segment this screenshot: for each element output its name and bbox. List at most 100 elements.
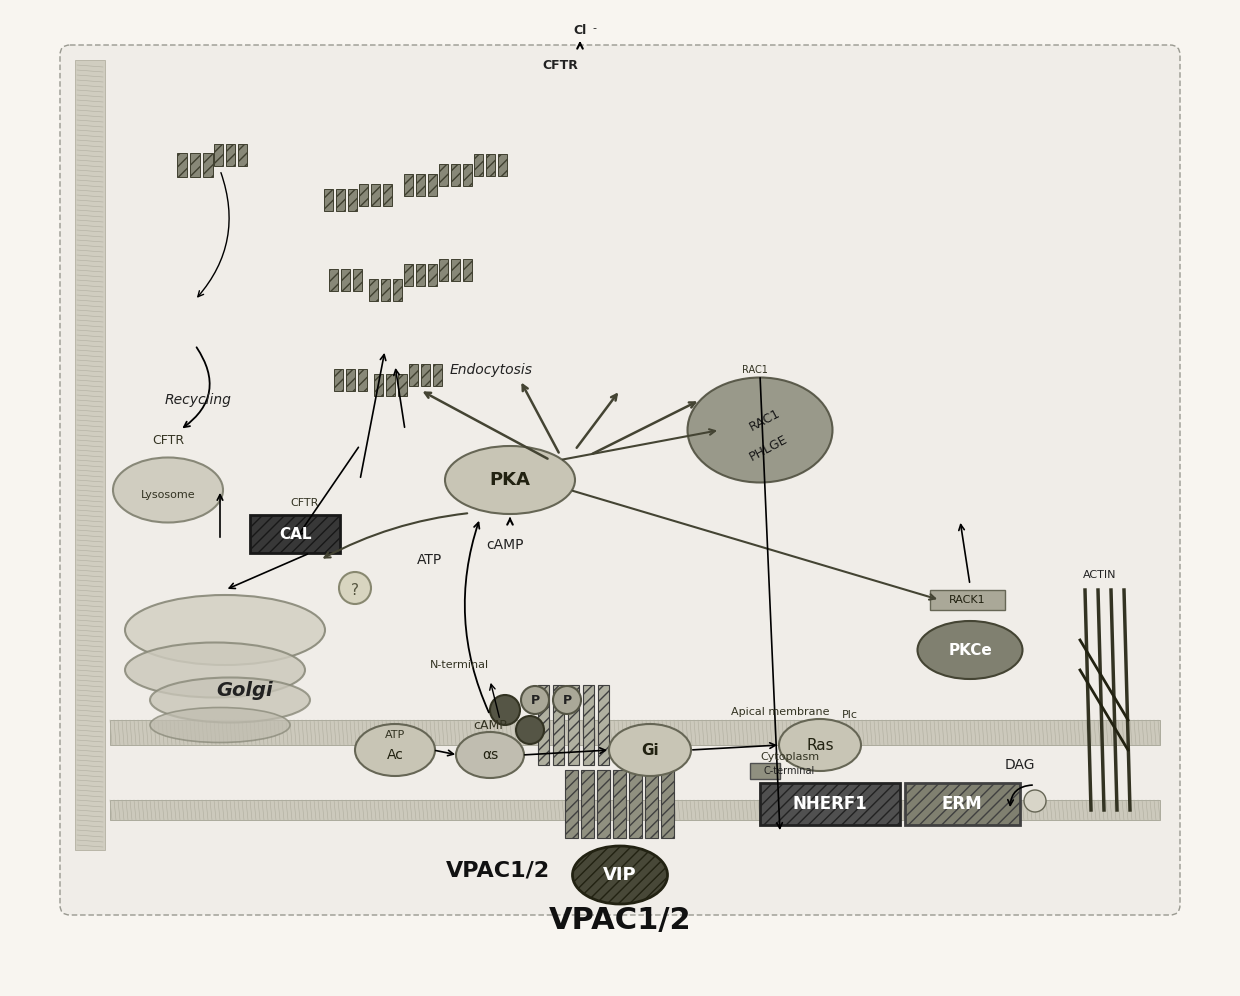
Bar <box>538 685 549 765</box>
Bar <box>596 770 610 838</box>
Text: CFTR: CFTR <box>542 59 578 72</box>
Text: RACK1: RACK1 <box>949 595 986 605</box>
Bar <box>598 685 609 765</box>
Bar <box>553 685 564 765</box>
Bar <box>203 153 213 177</box>
Bar <box>398 374 407 396</box>
Bar <box>110 800 1159 820</box>
Bar <box>433 364 441 386</box>
Text: CFTR: CFTR <box>153 433 184 446</box>
Bar <box>403 174 413 196</box>
Bar <box>110 720 1159 745</box>
Bar <box>750 763 780 779</box>
Text: N-terminal: N-terminal <box>430 660 489 670</box>
Bar <box>428 174 436 196</box>
Text: VPAC1/2: VPAC1/2 <box>446 860 551 880</box>
Bar <box>382 184 392 206</box>
Text: Cl: Cl <box>573 24 587 37</box>
Bar <box>250 515 340 553</box>
Text: C-terminal: C-terminal <box>764 766 815 776</box>
Ellipse shape <box>150 677 310 722</box>
Bar <box>439 164 448 186</box>
Ellipse shape <box>490 695 520 725</box>
Bar <box>629 770 642 838</box>
Bar <box>463 164 471 186</box>
Text: ATP: ATP <box>418 553 443 567</box>
Text: Recycling: Recycling <box>165 393 232 407</box>
Bar <box>760 783 900 825</box>
Bar <box>415 174 424 196</box>
Bar <box>324 189 332 211</box>
Text: PKCe: PKCe <box>949 642 992 657</box>
Text: Plc: Plc <box>842 710 858 720</box>
Text: PHLGE: PHLGE <box>746 432 790 463</box>
Ellipse shape <box>779 719 861 771</box>
Text: -: - <box>591 23 596 33</box>
Ellipse shape <box>125 595 325 665</box>
Text: αs: αs <box>482 748 498 762</box>
Text: Gi: Gi <box>641 742 658 758</box>
Bar <box>408 364 418 386</box>
Ellipse shape <box>918 621 1023 679</box>
Text: ATP: ATP <box>384 730 405 740</box>
Text: VIP: VIP <box>603 866 637 884</box>
Bar <box>474 154 482 176</box>
Bar <box>613 770 626 838</box>
Text: RAC1: RAC1 <box>742 365 768 375</box>
Text: P: P <box>563 693 572 706</box>
Ellipse shape <box>609 724 691 776</box>
Bar <box>439 259 448 281</box>
Ellipse shape <box>150 707 290 742</box>
Text: Ras: Ras <box>806 737 833 753</box>
Text: NHERF1: NHERF1 <box>792 795 867 813</box>
Bar <box>497 154 506 176</box>
Bar <box>661 770 675 838</box>
Text: PKA: PKA <box>490 471 531 489</box>
Bar <box>381 279 389 301</box>
Bar <box>358 184 367 206</box>
Bar <box>74 60 105 850</box>
Bar <box>190 153 200 177</box>
Bar <box>371 184 379 206</box>
Bar <box>583 685 594 765</box>
Ellipse shape <box>113 457 223 523</box>
Ellipse shape <box>516 716 544 744</box>
Bar <box>346 369 355 391</box>
Ellipse shape <box>125 642 305 697</box>
Ellipse shape <box>339 572 371 604</box>
Bar <box>463 259 471 281</box>
Bar <box>368 279 377 301</box>
Text: Apical membrane: Apical membrane <box>730 707 830 717</box>
Bar <box>428 264 436 286</box>
Text: ?: ? <box>351 583 360 598</box>
Bar <box>450 164 460 186</box>
Bar <box>336 189 345 211</box>
Bar <box>373 374 382 396</box>
Ellipse shape <box>553 686 582 714</box>
Bar <box>905 783 1021 825</box>
Bar <box>450 259 460 281</box>
Bar <box>352 269 362 291</box>
Text: cAMP: cAMP <box>474 718 507 731</box>
Text: Cytoplasm: Cytoplasm <box>760 752 820 762</box>
Bar <box>582 770 594 838</box>
Ellipse shape <box>456 732 525 778</box>
Bar <box>486 154 495 176</box>
Text: RAC1: RAC1 <box>748 406 782 433</box>
Bar <box>329 269 337 291</box>
Ellipse shape <box>355 724 435 776</box>
Bar <box>565 770 578 838</box>
Bar <box>930 590 1004 610</box>
Bar <box>386 374 394 396</box>
Bar <box>645 770 658 838</box>
Text: ACTIN: ACTIN <box>1084 570 1117 580</box>
Bar <box>415 264 424 286</box>
Ellipse shape <box>445 446 575 514</box>
Bar <box>213 144 222 166</box>
Text: DAG: DAG <box>1004 758 1035 772</box>
Ellipse shape <box>687 377 832 482</box>
Bar <box>177 153 187 177</box>
Text: CFTR: CFTR <box>291 498 319 508</box>
Bar <box>420 364 429 386</box>
Ellipse shape <box>573 846 667 904</box>
